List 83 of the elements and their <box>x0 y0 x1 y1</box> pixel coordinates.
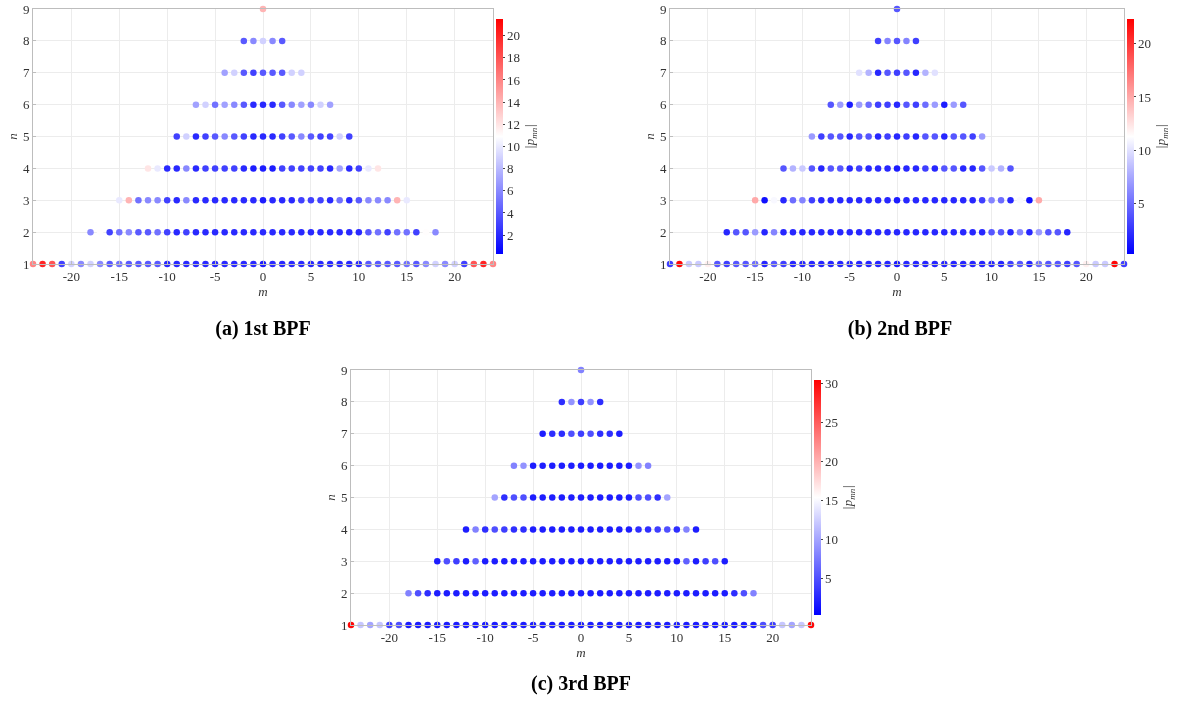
y-axis-title: n <box>4 133 20 140</box>
x-tick-label: 0 <box>577 629 585 645</box>
x-tick-label: 20 <box>1079 268 1093 284</box>
x-tick-label: -15 <box>428 629 446 645</box>
y-tick-label: 9 <box>340 362 348 378</box>
color-bar-label: 5 <box>1138 196 1145 212</box>
color-bar-label: 10 <box>825 532 839 548</box>
color-bar-label: 15 <box>1138 89 1152 105</box>
y-tick-label: 6 <box>659 97 667 113</box>
x-tick-label: 5 <box>941 268 948 284</box>
x-tick-label: 15 <box>718 629 732 645</box>
x-tick-label: -15 <box>746 268 764 284</box>
y-tick-label: 8 <box>340 394 348 410</box>
color-bar-label: 18 <box>507 50 521 66</box>
color-bar-label: 8 <box>507 161 514 177</box>
x-axis-title: m <box>576 645 586 661</box>
x-tick-label: 10 <box>670 629 684 645</box>
color-bar-label: 20 <box>825 454 839 470</box>
x-tick-label: -10 <box>793 268 812 284</box>
y-tick-label: 7 <box>22 65 30 81</box>
y-tick-label: 4 <box>22 160 30 176</box>
x-tick-label: 10 <box>352 268 366 284</box>
x-tick-label: 15 <box>1032 268 1046 284</box>
color-bar-label: 15 <box>825 493 839 509</box>
color-bar-label: 4 <box>507 205 515 221</box>
y-tick-label: 3 <box>659 192 667 208</box>
x-tick-label: -10 <box>476 629 494 645</box>
y-tick-label: 2 <box>22 224 30 240</box>
y-tick-label: 6 <box>22 97 30 113</box>
y-tick-label: 3 <box>22 192 30 208</box>
color-bar-label: 20 <box>507 28 521 44</box>
color-bar-label: 2 <box>507 227 514 243</box>
x-tick-label: -20 <box>380 629 398 645</box>
x-tick-label: -5 <box>209 268 221 284</box>
color-bar-label: 14 <box>507 94 521 110</box>
color-bar-label: 25 <box>825 415 839 431</box>
x-tick-label: -15 <box>110 268 128 284</box>
x-tick-label: 20 <box>448 268 462 284</box>
y-tick-label: 1 <box>659 256 667 272</box>
y-axis-title: n <box>641 133 657 140</box>
y-tick-label: 5 <box>340 490 348 506</box>
y-tick-label: 4 <box>659 160 667 176</box>
color-bar-label: 30 <box>825 376 839 392</box>
y-tick-label: 1 <box>22 256 30 272</box>
color-bar-label: 10 <box>507 139 521 155</box>
y-tick-label: 2 <box>340 585 348 601</box>
text: (a) 1st BPF <box>215 316 311 340</box>
y-tick-label: 4 <box>340 521 348 537</box>
color-bar-label: 16 <box>507 72 521 88</box>
color-bar-label: 20 <box>1138 36 1152 52</box>
y-tick-label: 9 <box>22 1 30 17</box>
y-axis-title: n <box>322 494 338 501</box>
x-tick-label: -20 <box>62 268 80 284</box>
x-tick-label: 10 <box>985 268 999 284</box>
x-tick-label: 0 <box>893 268 901 284</box>
x-tick-label: -5 <box>527 629 539 645</box>
x-tick-label: 20 <box>766 629 780 645</box>
y-tick-label: 8 <box>22 33 30 49</box>
color-bar-label: 10 <box>1138 142 1152 158</box>
y-tick-label: 8 <box>659 33 667 49</box>
color-bar-label: 6 <box>507 183 515 199</box>
text: (b) 2nd BPF <box>847 316 953 340</box>
y-tick-label: 7 <box>659 65 667 81</box>
y-tick-label: 5 <box>22 129 30 145</box>
x-tick-label: -10 <box>158 268 176 284</box>
x-axis-title: m <box>258 284 268 300</box>
y-tick-label: 9 <box>659 1 667 17</box>
x-tick-label: 15 <box>400 268 414 284</box>
color-bar-label: 5 <box>825 570 832 586</box>
x-tick-label: 5 <box>307 268 315 284</box>
x-tick-label: 0 <box>259 268 267 284</box>
text: (c) 3rd BPF <box>531 672 631 696</box>
y-tick-label: 6 <box>340 458 348 474</box>
y-tick-label: 2 <box>659 224 667 240</box>
x-axis-title: m <box>892 284 902 300</box>
y-tick-label: 3 <box>340 553 348 569</box>
y-tick-label: 5 <box>659 129 667 145</box>
x-tick-label: -5 <box>844 268 856 284</box>
y-tick-label: 7 <box>340 426 348 442</box>
x-tick-label: -20 <box>699 268 717 284</box>
x-tick-label: 5 <box>625 629 633 645</box>
y-tick-label: 1 <box>340 617 348 633</box>
color-bar-label: 12 <box>507 116 521 132</box>
